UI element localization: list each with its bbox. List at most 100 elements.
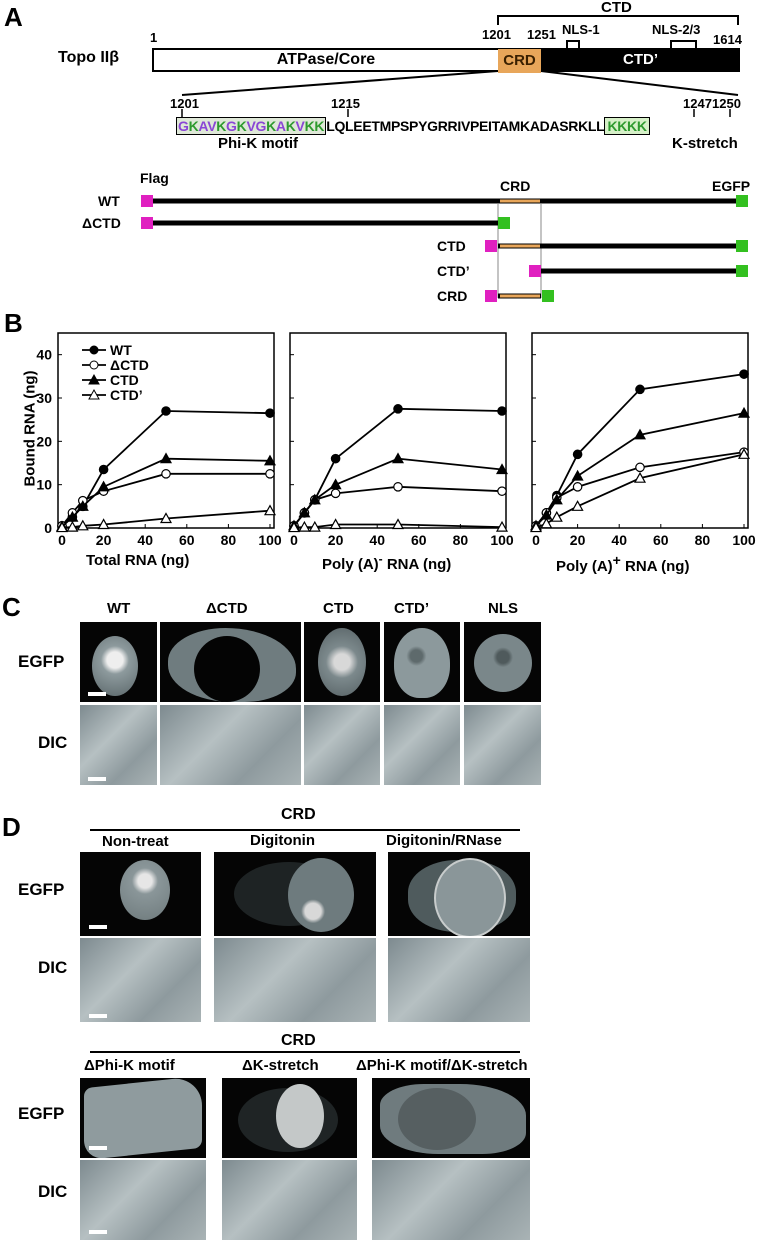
image-d-egfp-dphik-dkstretch [372,1078,530,1158]
image-d-egfp-digitonin [214,852,376,936]
construct-row-ctd-label: CTD [437,238,466,254]
svg-text:10: 10 [36,477,52,493]
image-c-dic-nls [464,705,541,785]
phik-motif-box: GKAVKGKVGKAKVKK [176,117,327,135]
svg-text:80: 80 [695,532,711,548]
construct-lines [141,195,748,302]
svg-text:80: 80 [453,532,469,548]
scale-bar [89,1230,107,1234]
kstretch-box: KKKK [604,117,650,135]
col-label-nls: NLS [488,600,518,617]
seq-pos-1250: 1250 [712,96,741,111]
scale-bar [89,925,107,929]
chart1-xlabel: Total RNA (ng) [86,552,190,569]
image-d-dic-nontreat [80,938,201,1022]
egfp-label: EGFP [712,178,751,194]
scale-bar [89,1146,107,1150]
crd-end-residue: 1251 [527,27,556,42]
middle-sequence: LQLEETMPSPYGRRIVPEITAMKADASRKLL [326,118,605,134]
panel-c-label: C [2,592,21,622]
svg-text:0: 0 [290,532,298,548]
group-divider-2 [90,1051,520,1053]
panel-b-label: B [4,308,23,338]
image-d-dic-digitonin-rnase [388,938,530,1022]
svg-text:40: 40 [36,347,52,363]
image-d-egfp-dkstretch [222,1078,357,1158]
image-d-dic-digitonin [214,938,376,1022]
construct-map: Flag CRD EGFP WT ΔCTD CTD CTD’ CRD [0,160,761,310]
image-c-egfp-ctdprime [384,622,460,702]
svg-text:100: 100 [490,532,514,548]
panel-d-label: D [2,812,21,842]
construct-row-ctdprime-label: CTD’ [437,263,470,279]
image-d-dic-dkstretch [222,1160,357,1240]
col-label-wt: WT [107,600,131,617]
svg-text:30: 30 [36,390,52,406]
group-divider-1 [90,829,520,831]
svg-text:20: 20 [36,433,52,449]
construct-row-crd-label: CRD [437,288,468,304]
image-d-egfp-dphik [80,1078,206,1158]
col-label-digitonin-rnase: Digitonin/RNase [386,832,502,849]
chart2-xlabel: Poly (A)- RNA (ng) [322,552,451,573]
image-d-egfp-digitonin-rnase [388,852,530,936]
seq-pos-1201: 1201 [170,96,199,111]
row-label-egfp-c: EGFP [18,652,65,671]
group-label-crd-1: CRD [281,806,316,823]
seq-pos-1215: 1215 [331,96,360,111]
svg-text:CTD’: CTD’ [110,387,143,403]
svg-text:40: 40 [369,532,385,548]
chart3-xlabel-main: Poly (A) [556,558,613,575]
svg-text:0: 0 [58,532,66,548]
ctd-prime-domain: CTD’ [541,48,740,72]
svg-text:0: 0 [532,532,540,548]
image-c-dic-ctd [304,705,380,785]
svg-text:ΔCTD: ΔCTD [110,357,149,373]
atpase-label: ATPase/Core [276,51,376,68]
svg-text:100: 100 [732,532,756,548]
start-residue: 1 [150,30,158,45]
image-c-egfp-wt [80,622,157,702]
end-residue: 1614 [713,32,742,47]
phik-motif-sequence: GKAVKGKVGKAKVKK [178,118,325,134]
row-label-egfp-d1: EGFP [18,880,65,899]
svg-text:20: 20 [570,532,586,548]
chart2-xlabel-main: Poly (A) [322,556,379,573]
image-d-dic-dphik [80,1160,206,1240]
nls23-label: NLS-2/3 [652,22,701,37]
col-label-dphik: ΔPhi-K motif [84,1057,175,1074]
col-label-digitonin: Digitonin [250,832,315,849]
row-label-dic-c: DIC [38,733,68,752]
crd-domain: CRD [498,48,541,73]
protein-name: Topo IIβ [58,49,120,66]
svg-text:CTD: CTD [110,372,139,388]
image-c-egfp-dctd [160,622,301,702]
chart-2: 0 20 40 60 80 100 [287,332,514,548]
topo-domain-diagram: Topo IIβ 1 ATPase/Core CRD CTD’ 1614 120… [0,0,761,152]
seq-pos-1247: 1247 [683,96,712,111]
col-label-dkstretch: ΔK-stretch [242,1057,319,1074]
domain-lines [181,15,739,117]
svg-text:60: 60 [653,532,669,548]
svg-text:40: 40 [611,532,627,548]
image-d-dic-dphik-dkstretch [372,1160,530,1240]
construct-row-dctd-label: ΔCTD [82,215,121,231]
flag-label: Flag [140,170,169,186]
col-label-nontreat: Non-treat [102,833,169,850]
svg-text:20: 20 [328,532,344,548]
image-d-egfp-nontreat [80,852,201,936]
panel-a-label: A [4,2,23,32]
col-label-ctdprime: CTD’ [394,600,429,617]
chart2-xlabel-sup: - [378,552,383,566]
image-c-egfp-nls [464,622,541,702]
atpase-core-domain: ATPase/Core [152,48,500,72]
image-c-dic-dctd [160,705,301,785]
phik-motif-label: Phi-K motif [218,135,298,152]
construct-row-wt-label: WT [98,193,120,209]
group-label-crd-2: CRD [281,1032,316,1049]
nls1-label: NLS-1 [562,22,600,37]
chart3-xlabel-sup: + [612,552,621,568]
svg-text:WT: WT [110,342,132,358]
